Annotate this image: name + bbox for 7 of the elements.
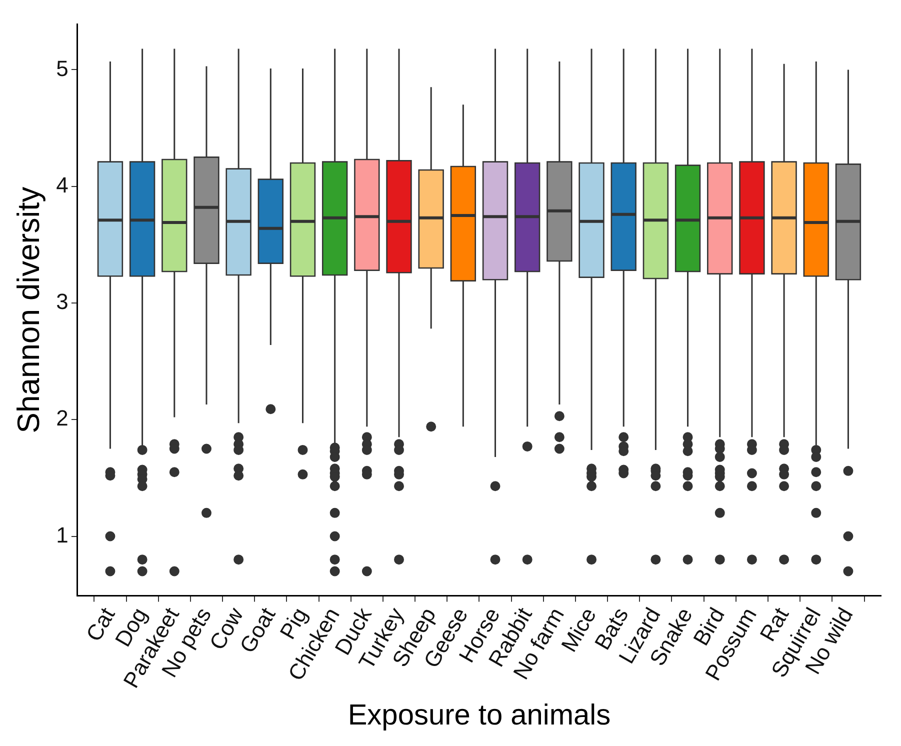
y-tick-label: 4	[56, 172, 68, 198]
y-axis-title: Shannon diversity	[11, 186, 46, 434]
y-tick-label: 3	[56, 289, 68, 314]
y-tick-label: 2	[56, 406, 68, 431]
x-axis-title: Exposure to animals	[348, 700, 611, 732]
y-tick-label: 1	[56, 522, 68, 548]
y-tick-label: 5	[56, 56, 68, 81]
